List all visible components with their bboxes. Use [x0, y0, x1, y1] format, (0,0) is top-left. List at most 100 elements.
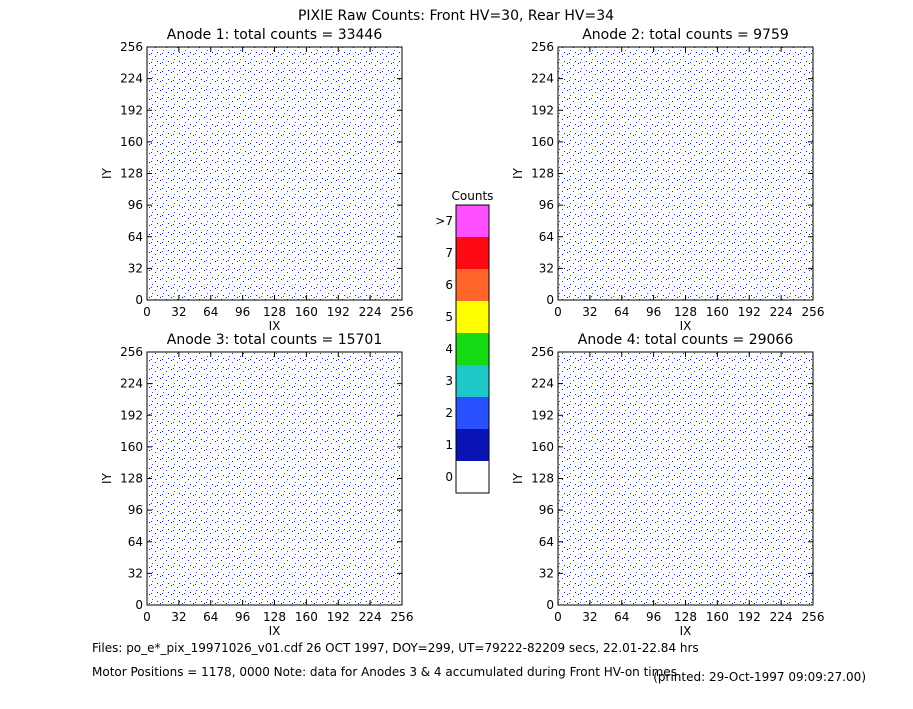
- page-title: PIXIE Raw Counts: Front HV=30, Rear HV=3…: [298, 8, 614, 24]
- y-tick-label: 0: [546, 598, 554, 612]
- y-tick-label: 224: [531, 377, 554, 391]
- y-tick-label: 256: [531, 345, 554, 359]
- y-tick-label: 64: [128, 535, 143, 549]
- x-tick-label: 224: [770, 610, 793, 624]
- colorbar-swatch: [456, 205, 489, 237]
- y-tick-label: 0: [546, 293, 554, 307]
- panel-title: Anode 3: total counts = 15701: [167, 332, 382, 348]
- colorbar-label: 3: [445, 374, 453, 388]
- footer-printed: (printed: 29-Oct-1997 09:09:27.00): [653, 670, 866, 684]
- x-tick-label: 256: [802, 305, 825, 319]
- y-tick-label: 64: [539, 535, 554, 549]
- x-tick-label: 32: [171, 305, 186, 319]
- x-tick-label: 0: [143, 305, 151, 319]
- heatmap-area: [558, 47, 813, 300]
- colorbar-swatch: [456, 397, 489, 429]
- heatmap-area: [147, 47, 402, 300]
- colorbar-swatch: [456, 301, 489, 333]
- y-tick-label: 32: [539, 261, 554, 275]
- colorbar-swatch: [456, 269, 489, 301]
- x-tick-label: 32: [171, 610, 186, 624]
- x-tick-label: 64: [614, 610, 629, 624]
- x-tick-label: 96: [235, 305, 250, 319]
- x-tick-label: 128: [674, 305, 697, 319]
- y-tick-label: 224: [531, 72, 554, 86]
- x-tick-label: 160: [706, 305, 729, 319]
- y-tick-label: 0: [135, 598, 143, 612]
- y-axis-label: IY: [100, 472, 114, 484]
- y-tick-label: 192: [531, 408, 554, 422]
- y-tick-label: 96: [539, 198, 554, 212]
- y-tick-label: 32: [128, 261, 143, 275]
- colorbar-swatch: [456, 429, 489, 461]
- footer-files: Files: po_e*_pix_19971026_v01.cdf 26 OCT…: [92, 641, 699, 655]
- colorbar-swatch: [456, 333, 489, 365]
- x-tick-label: 192: [327, 305, 350, 319]
- heatmap-area: [147, 352, 402, 605]
- x-tick-label: 192: [327, 610, 350, 624]
- colorbar-label: 7: [445, 246, 453, 260]
- y-tick-label: 32: [128, 566, 143, 580]
- colorbar-label: 1: [445, 438, 453, 452]
- panel-title: Anode 1: total counts = 33446: [167, 27, 383, 43]
- y-tick-label: 64: [128, 230, 143, 244]
- colorbar-label: 2: [445, 406, 453, 420]
- y-axis-label: IY: [511, 472, 525, 484]
- x-tick-label: 64: [614, 305, 629, 319]
- colorbar-swatch: [456, 237, 489, 269]
- colorbar-frame: [455, 204, 490, 494]
- y-tick-label: 160: [120, 440, 143, 454]
- y-tick-label: 224: [120, 377, 143, 391]
- x-tick-label: 0: [554, 305, 562, 319]
- y-tick-label: 256: [120, 345, 143, 359]
- x-tick-label: 160: [706, 610, 729, 624]
- x-tick-label: 128: [263, 610, 286, 624]
- y-tick-label: 96: [128, 503, 143, 517]
- x-tick-label: 0: [554, 610, 562, 624]
- x-tick-label: 160: [295, 305, 318, 319]
- y-tick-label: 0: [135, 293, 143, 307]
- x-tick-label: 0: [143, 610, 151, 624]
- colorbar-label: >7: [435, 214, 453, 228]
- y-tick-label: 256: [531, 40, 554, 54]
- colorbar-label: 4: [445, 342, 453, 356]
- x-tick-label: 224: [359, 305, 382, 319]
- y-tick-label: 160: [531, 135, 554, 149]
- y-tick-label: 96: [128, 198, 143, 212]
- x-tick-label: 64: [203, 610, 218, 624]
- colorbar-swatch: [456, 461, 489, 493]
- panel-title: Anode 4: total counts = 29066: [578, 332, 794, 348]
- x-tick-label: 32: [582, 610, 597, 624]
- x-axis-label: IX: [269, 624, 281, 638]
- y-tick-label: 64: [539, 230, 554, 244]
- y-tick-label: 128: [531, 167, 554, 181]
- x-axis-label: IX: [680, 624, 692, 638]
- y-tick-label: 224: [120, 72, 143, 86]
- y-tick-label: 192: [120, 103, 143, 117]
- x-tick-label: 224: [359, 610, 382, 624]
- x-tick-label: 128: [674, 610, 697, 624]
- x-tick-label: 192: [738, 305, 761, 319]
- y-tick-label: 256: [120, 40, 143, 54]
- colorbar-title: Counts: [452, 189, 494, 203]
- x-tick-label: 96: [646, 305, 661, 319]
- y-axis-label: IY: [511, 167, 525, 179]
- x-tick-label: 64: [203, 305, 218, 319]
- heatmap-area: [558, 352, 813, 605]
- y-tick-label: 160: [531, 440, 554, 454]
- x-tick-label: 32: [582, 305, 597, 319]
- x-tick-label: 160: [295, 610, 318, 624]
- y-tick-label: 128: [531, 472, 554, 486]
- x-tick-label: 256: [802, 610, 825, 624]
- y-axis-label: IY: [100, 167, 114, 179]
- colorbar-label: 0: [445, 470, 453, 484]
- x-tick-label: 192: [738, 610, 761, 624]
- x-axis-label: IX: [680, 319, 692, 333]
- y-tick-label: 128: [120, 167, 143, 181]
- x-tick-label: 96: [235, 610, 250, 624]
- x-tick-label: 256: [391, 305, 414, 319]
- x-tick-label: 128: [263, 305, 286, 319]
- colorbar-label: 6: [445, 278, 453, 292]
